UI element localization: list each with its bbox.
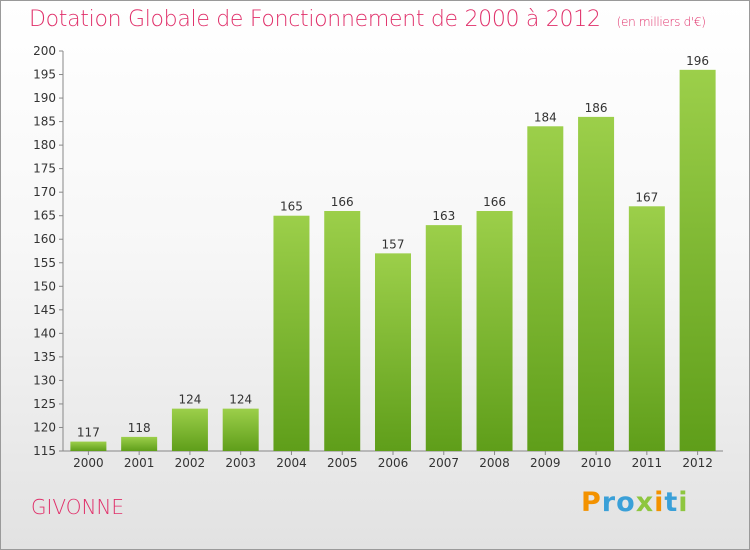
bar [121,436,158,451]
logo-letter: o [616,487,636,518]
bar-value-label: 167 [635,190,658,204]
y-tick-label: 125 [33,397,56,411]
bar-value-label: 124 [178,393,201,407]
logo-letter: x [635,487,655,518]
x-tick-label: 2005 [327,456,358,470]
bar-value-label: 186 [585,101,608,115]
x-tick-label: 2009 [530,456,561,470]
logo-letter: i [654,487,665,518]
y-tick-label: 160 [33,232,56,246]
x-tick-label: 2008 [479,456,510,470]
chart-title: Dotation Globale de Fonctionnement de 20… [29,7,706,32]
bar [70,441,107,451]
bar [375,253,411,451]
chart-subtitle: (en milliers d'€) [616,15,706,29]
x-tick-label: 2003 [225,456,256,470]
y-tick-label: 115 [33,444,56,458]
x-tick-label: 2001 [124,456,155,470]
bar-value-label: 165 [280,200,303,214]
y-tick-label: 190 [33,91,56,105]
y-tick-label: 200 [33,44,56,58]
bar-value-label: 117 [77,426,100,440]
logo-letter: P [581,487,602,518]
bar [222,408,259,451]
x-tick-label: 2004 [276,456,307,470]
y-tick-label: 155 [33,256,56,270]
x-tick-label: 2002 [175,456,206,470]
logo-letter: i [678,487,689,518]
bar-value-label: 184 [534,110,557,124]
x-tick-label: 2010 [581,456,612,470]
y-tick-label: 140 [33,326,56,340]
x-tick-label: 2012 [682,456,713,470]
bar [171,408,208,451]
y-tick-label: 195 [33,68,56,82]
y-tick-label: 165 [33,209,56,223]
bar [324,211,361,451]
y-tick-label: 175 [33,162,56,176]
bar [578,116,615,451]
bar [679,69,716,451]
y-tick-label: 135 [33,350,56,364]
bar-value-label: 124 [229,393,252,407]
bar [628,206,665,451]
y-tick-label: 185 [33,115,56,129]
bar [527,126,564,451]
logo-letter: t [664,487,679,518]
bar [476,211,513,451]
proxiti-logo: Proxiti [581,487,689,518]
commune-name: GIVONNE [31,495,125,519]
y-tick-label: 170 [33,185,56,199]
bar [273,215,310,451]
bar-value-label: 118 [128,421,151,435]
y-tick-label: 120 [33,420,56,434]
chart-title-text: Dotation Globale de Fonctionnement de 20… [29,7,601,32]
x-tick-label: 2011 [632,456,663,470]
bar-value-label: 196 [686,54,709,68]
x-tick-label: 2006 [378,456,409,470]
y-tick-label: 130 [33,373,56,387]
bar-value-label: 166 [483,195,506,209]
bar [425,225,462,451]
x-tick-label: 2000 [73,456,104,470]
y-tick-label: 150 [33,279,56,293]
y-tick-label: 145 [33,303,56,317]
x-tick-label: 2007 [428,456,459,470]
bar-value-label: 157 [382,237,405,251]
bar-value-label: 166 [331,195,354,209]
y-tick-label: 180 [33,138,56,152]
bar-value-label: 163 [432,209,455,223]
logo-letter: r [601,487,617,518]
